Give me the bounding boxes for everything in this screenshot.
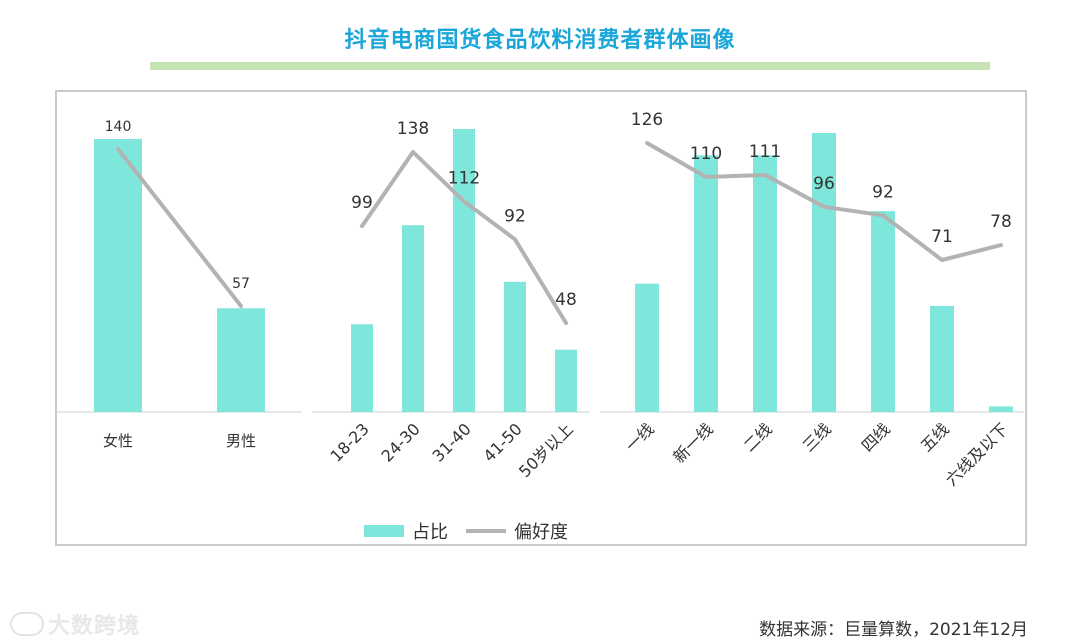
bar-city_tier-3 [812,133,836,412]
line-label-age-3: 92 [504,206,526,226]
bar-city_tier-0 [635,283,659,412]
bar-city_tier-1 [694,155,718,412]
line-series-city_tier [645,141,1003,262]
line-label-city_tier-2: 111 [749,142,781,162]
legend-line-swatch [466,529,506,533]
tick-label-city_tier-1: 新一线 [669,419,716,466]
tick-label-age-4: 50岁以上 [515,419,577,481]
watermark-text: 大数跨境 [48,614,141,639]
bar-city_tier-4 [871,211,895,412]
tick-label-age-3: 41-50 [480,419,526,465]
chart-frame [55,90,1027,546]
line-series-age [360,150,568,325]
bar-age-0 [351,324,373,412]
line-label-gender-1: 57 [232,276,250,292]
tick-label-city_tier-3: 三线 [799,419,835,455]
tick-label-age-1: 24-30 [378,419,424,465]
bar-age-1 [402,225,424,412]
tick-label-gender-0: 女性 [103,432,133,450]
watermark: 大数跨境 [10,608,140,640]
legend-bar-swatch [364,525,404,537]
tick-label-city_tier-6: 六线及以下 [942,419,1012,489]
tick-label-age-0: 18-23 [327,419,373,465]
line-series-gender [116,147,243,308]
line-label-gender-0: 140 [105,119,132,135]
line-label-city_tier-1: 110 [690,144,722,164]
legend-bar-label: 占比 [412,522,448,543]
chart-title: 抖音电商国货食品饮料消费者群体画像 [344,28,736,53]
tick-label-gender-1: 男性 [226,432,256,450]
line-label-age-0: 99 [351,193,373,213]
title-underline [150,62,990,70]
bar-gender-1 [217,308,265,412]
bar-city_tier-2 [753,155,777,412]
legend: 占比 偏好度 [364,519,586,543]
bar-age-3 [504,281,526,412]
legend-item-bar: 占比 [364,518,448,544]
line-label-city_tier-4: 92 [872,182,894,202]
line-label-age-1: 138 [397,119,429,139]
line-label-city_tier-0: 126 [631,110,663,130]
line-label-city_tier-3: 96 [813,174,835,194]
bar-city_tier-6 [989,406,1013,412]
line-label-age-2: 112 [448,168,480,188]
legend-item-line: 偏好度 [466,518,568,544]
tick-label-city_tier-2: 二线 [740,419,776,455]
source-note: 数据来源：巨量算数，2021年12月 [759,620,1028,640]
bar-age-2 [453,129,475,412]
bar-city_tier-5 [930,305,954,412]
tick-label-city_tier-5: 五线 [917,419,953,455]
tick-label-city_tier-4: 四线 [858,419,894,455]
bar-age-4 [555,349,577,412]
line-label-city_tier-6: 78 [990,212,1012,232]
legend-line-label: 偏好度 [514,522,568,543]
bar-gender-0 [94,139,142,412]
watermark-logo-icon [10,612,44,636]
tick-label-city_tier-0: 一线 [622,419,658,455]
line-label-city_tier-5: 71 [931,227,953,247]
tick-label-age-2: 31-40 [429,419,475,465]
line-label-age-4: 48 [555,290,577,310]
